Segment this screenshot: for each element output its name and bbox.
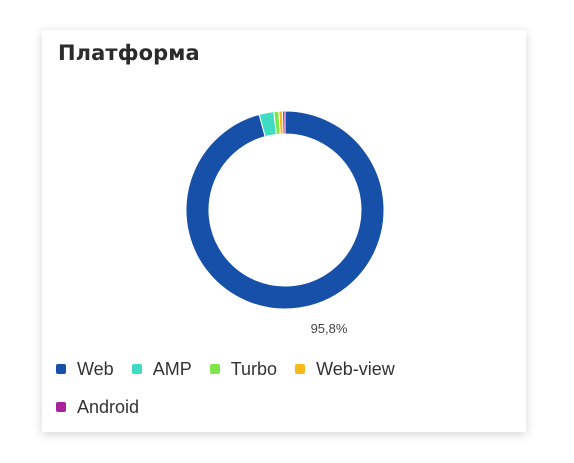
legend-label-web: Web [77,358,114,379]
legend-label-amp: AMP [152,358,192,379]
legend-label-web-view: Web-view [316,358,395,379]
legend-item-amp[interactable]: AMP [131,358,192,380]
legend-item-web[interactable]: Web [56,358,114,380]
slice-android[interactable] [281,110,286,135]
donut-chart: 95,8% [185,110,385,336]
legend-swatch-web [56,364,66,374]
slice-web[interactable] [185,110,385,310]
legend-item-web-view[interactable]: Web-view [295,358,395,380]
legend-swatch-web-view [295,364,306,374]
legend-swatch-turbo [209,364,220,374]
slice-data-label-web: 95,8% [311,321,348,336]
chart-legend: Web AMP Turbo Web-view Android [56,358,506,418]
legend-swatch-android [56,402,66,412]
legend-item-android[interactable]: Android [56,396,139,418]
legend-label-android: Android [77,396,140,417]
legend-swatch-amp [131,364,142,374]
legend-item-turbo[interactable]: Turbo [209,358,278,380]
card-title: Платформа [58,41,200,65]
platform-card: Платформа 95,8% Web AMP Turbo Web-view Andro… [42,30,526,432]
legend-label-turbo: Turbo [230,358,278,379]
